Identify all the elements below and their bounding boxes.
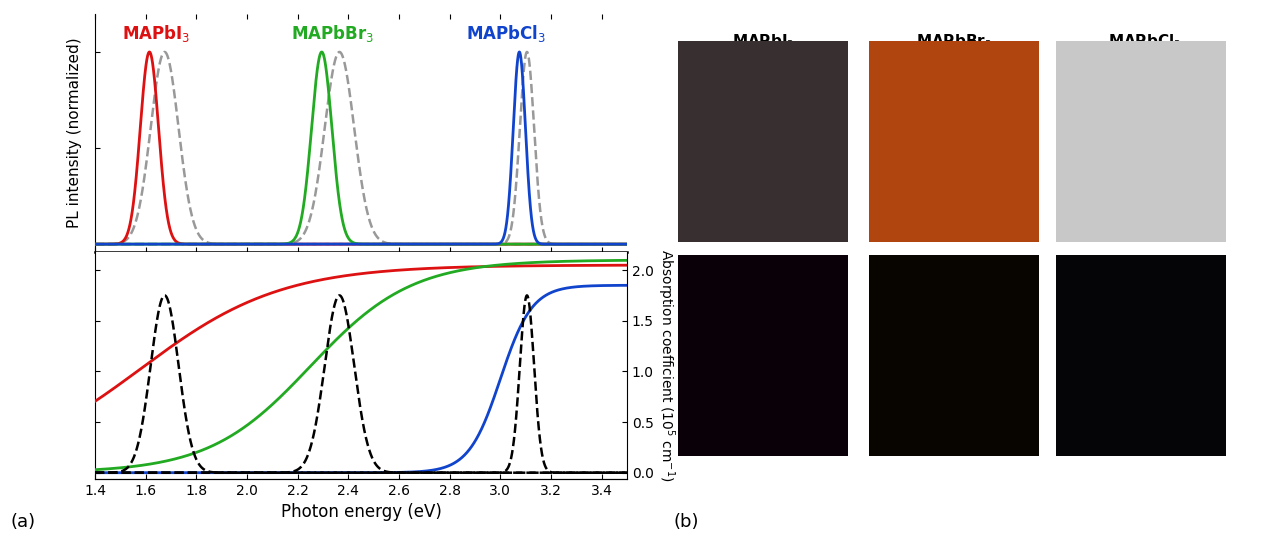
- Text: MAPbBr$_3$: MAPbBr$_3$: [915, 32, 993, 51]
- Text: MAPbBr$_3$: MAPbBr$_3$: [291, 23, 375, 44]
- Text: (a): (a): [10, 513, 35, 531]
- X-axis label: Photon energy (eV): Photon energy (eV): [281, 503, 442, 521]
- Text: MAPbI$_3$: MAPbI$_3$: [732, 32, 795, 51]
- Text: MAPbCl$_3$: MAPbCl$_3$: [466, 23, 546, 44]
- Text: MAPbCl$_3$: MAPbCl$_3$: [1108, 32, 1181, 51]
- Y-axis label: PL intensity (normalized): PL intensity (normalized): [67, 37, 82, 228]
- Text: (b): (b): [674, 513, 699, 531]
- Text: MAPbI$_3$: MAPbI$_3$: [122, 23, 190, 44]
- Y-axis label: Absorption coefficient ($10^5$ cm$^{-1}$): Absorption coefficient ($10^5$ cm$^{-1}$…: [655, 249, 676, 481]
